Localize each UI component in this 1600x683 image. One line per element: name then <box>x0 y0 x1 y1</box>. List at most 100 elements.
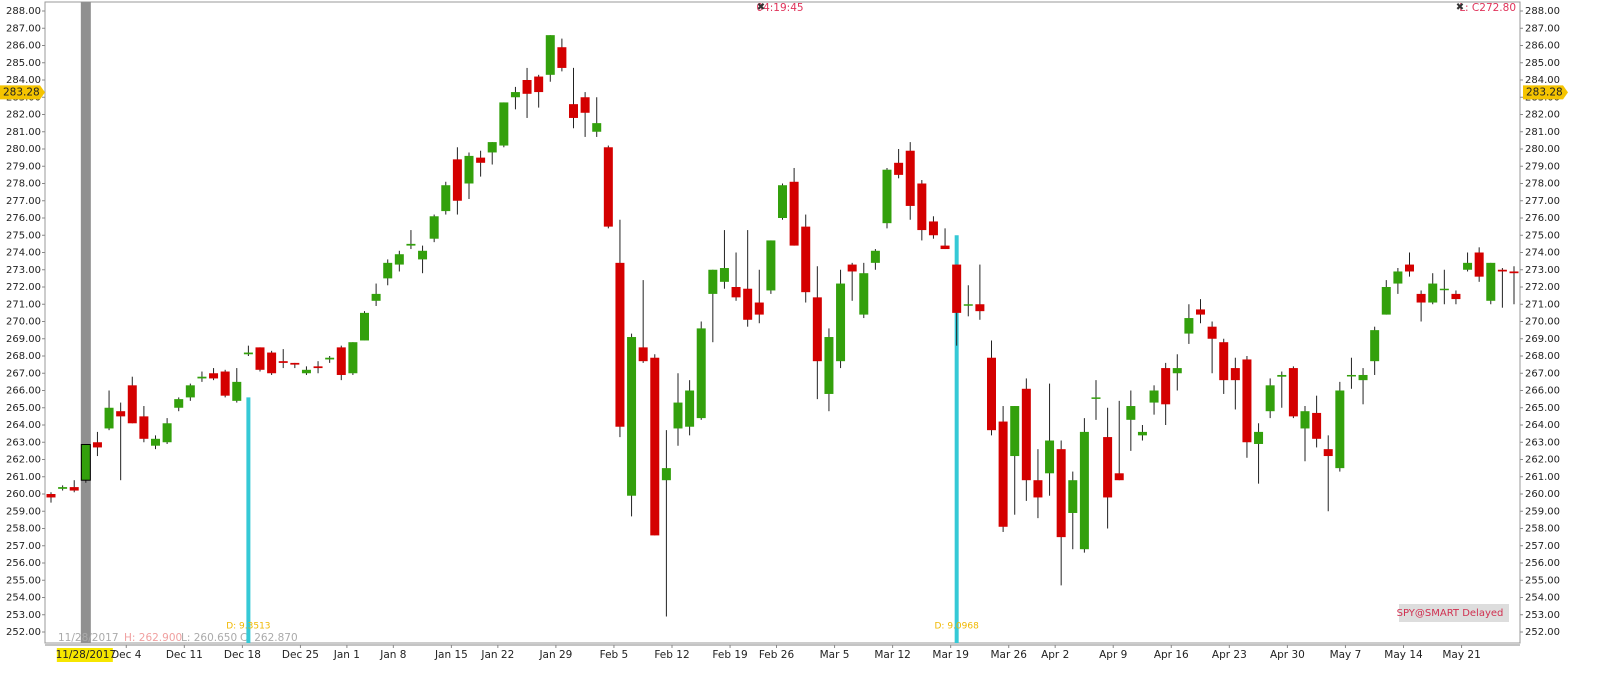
badge: SPY@SMART Delayed <box>1397 608 1504 619</box>
candle-body <box>1045 440 1055 474</box>
y-tick-label: 269.00 <box>6 334 41 345</box>
x-tick-label: Apr 30 <box>1270 649 1305 661</box>
y-tick-label: 265.00 <box>6 403 41 414</box>
candle-body <box>708 269 718 294</box>
y-tick-label: 255.00 <box>6 575 41 586</box>
candle-body <box>1509 271 1519 274</box>
candle-body <box>1149 390 1159 403</box>
candle-body <box>766 240 776 291</box>
candle-body <box>569 104 578 118</box>
candle-body <box>987 357 996 431</box>
candle-body <box>789 181 799 246</box>
y-tick-label: 267.00 <box>1525 368 1560 379</box>
candle-body <box>197 376 207 379</box>
y-tick-label: 254.00 <box>6 593 41 604</box>
close-icon[interactable]: ✖ <box>1456 2 1464 13</box>
candle-body <box>743 288 753 320</box>
y-tick-label: 270.00 <box>6 317 41 328</box>
candle-body <box>1463 262 1473 270</box>
y-tick-label: 285.00 <box>6 58 41 69</box>
annotation-label: D: 9.3513 <box>226 622 270 632</box>
x-tick-label: Feb 5 <box>600 649 629 661</box>
y-tick-label: 271.00 <box>1525 299 1560 310</box>
candle-body <box>1137 431 1147 436</box>
candle-body <box>1428 283 1438 303</box>
candle-body <box>603 147 613 227</box>
candle-body <box>615 262 625 427</box>
candle-body <box>476 157 486 163</box>
candle-body <box>1497 269 1507 272</box>
y-tick-label: 275.00 <box>6 230 41 241</box>
candle-body <box>1439 288 1449 291</box>
y-tick-label: 268.00 <box>6 351 41 362</box>
candle-body <box>592 123 602 132</box>
candle-body <box>673 402 683 429</box>
y-tick-label: 254.00 <box>1525 593 1560 604</box>
crosshair-axis-date: 11/28/2017 <box>56 649 117 661</box>
y-tick-label: 257.00 <box>6 541 41 552</box>
candle-body <box>418 250 428 260</box>
x-tick-label: Dec 11 <box>166 649 203 661</box>
price-marker <box>1523 85 1568 100</box>
close-icon[interactable]: ✖ <box>757 2 765 13</box>
y-tick-label: 287.00 <box>1525 23 1560 34</box>
candle-body <box>394 254 404 265</box>
candle-body <box>1010 406 1020 457</box>
candle-body <box>487 142 497 153</box>
y-tick-label: 262.00 <box>1525 455 1560 466</box>
x-tick-label: Apr 16 <box>1154 649 1189 661</box>
y-tick-label: 252.00 <box>1525 627 1560 638</box>
x-tick-label: Jan 15 <box>434 649 468 661</box>
crosshair-date-bg <box>56 648 113 662</box>
y-tick-label: 256.00 <box>6 558 41 569</box>
candle-body <box>1405 264 1414 272</box>
candle-body <box>1300 411 1310 429</box>
candle-body <box>661 468 671 481</box>
candle-body <box>894 162 904 175</box>
y-tick-label: 288.00 <box>1525 6 1560 17</box>
y-tick-label: 259.00 <box>1525 506 1560 517</box>
candle-body <box>1451 293 1461 300</box>
candle-body <box>1196 309 1205 315</box>
x-tick-label: Dec 25 <box>282 649 319 661</box>
x-tick-label: May 7 <box>1330 649 1362 661</box>
candle-body <box>1207 326 1217 339</box>
x-tick-label: Apr 23 <box>1212 649 1247 661</box>
candle-body <box>80 443 91 481</box>
y-tick-label: 261.00 <box>1525 472 1560 483</box>
candle-body <box>836 283 846 362</box>
candle-body <box>952 264 962 313</box>
y-tick-label: 252.00 <box>6 627 41 638</box>
candle-body <box>92 442 102 448</box>
candle-body <box>360 312 369 341</box>
y-tick-label: 279.00 <box>6 161 41 172</box>
candle-body <box>301 369 311 374</box>
candle-body <box>778 185 787 218</box>
y-tick-label: 257.00 <box>1525 541 1560 552</box>
badge-bg <box>1399 604 1509 622</box>
y-tick-label: 282.00 <box>1525 110 1560 121</box>
y-tick-label: 263.00 <box>6 437 41 448</box>
candle-body <box>731 287 741 298</box>
candle-body <box>151 438 160 446</box>
y-tick-label: 272.00 <box>1525 282 1560 293</box>
x-tick-label: Feb 26 <box>759 649 795 661</box>
candle-body <box>1381 287 1391 315</box>
y-tick-label: 253.00 <box>6 610 41 621</box>
candle-body <box>209 373 219 379</box>
crosshair-low: L: 260.650 <box>181 632 237 644</box>
x-tick-label: Dec 18 <box>224 649 261 661</box>
x-tick-label: Apr 9 <box>1099 649 1127 661</box>
candle-body <box>267 352 277 374</box>
x-tick-label: Mar 12 <box>874 649 911 661</box>
candle-body <box>1486 262 1496 301</box>
y-tick-label: 258.00 <box>1525 524 1560 535</box>
crosshair-date: 11/28/2017 <box>58 632 119 644</box>
x-tick-label: Jan 8 <box>379 649 406 661</box>
y-tick-label: 278.00 <box>1525 179 1560 190</box>
y-tick-label: 271.00 <box>6 299 41 310</box>
candle-body <box>627 337 637 496</box>
candle-body <box>1219 342 1229 381</box>
